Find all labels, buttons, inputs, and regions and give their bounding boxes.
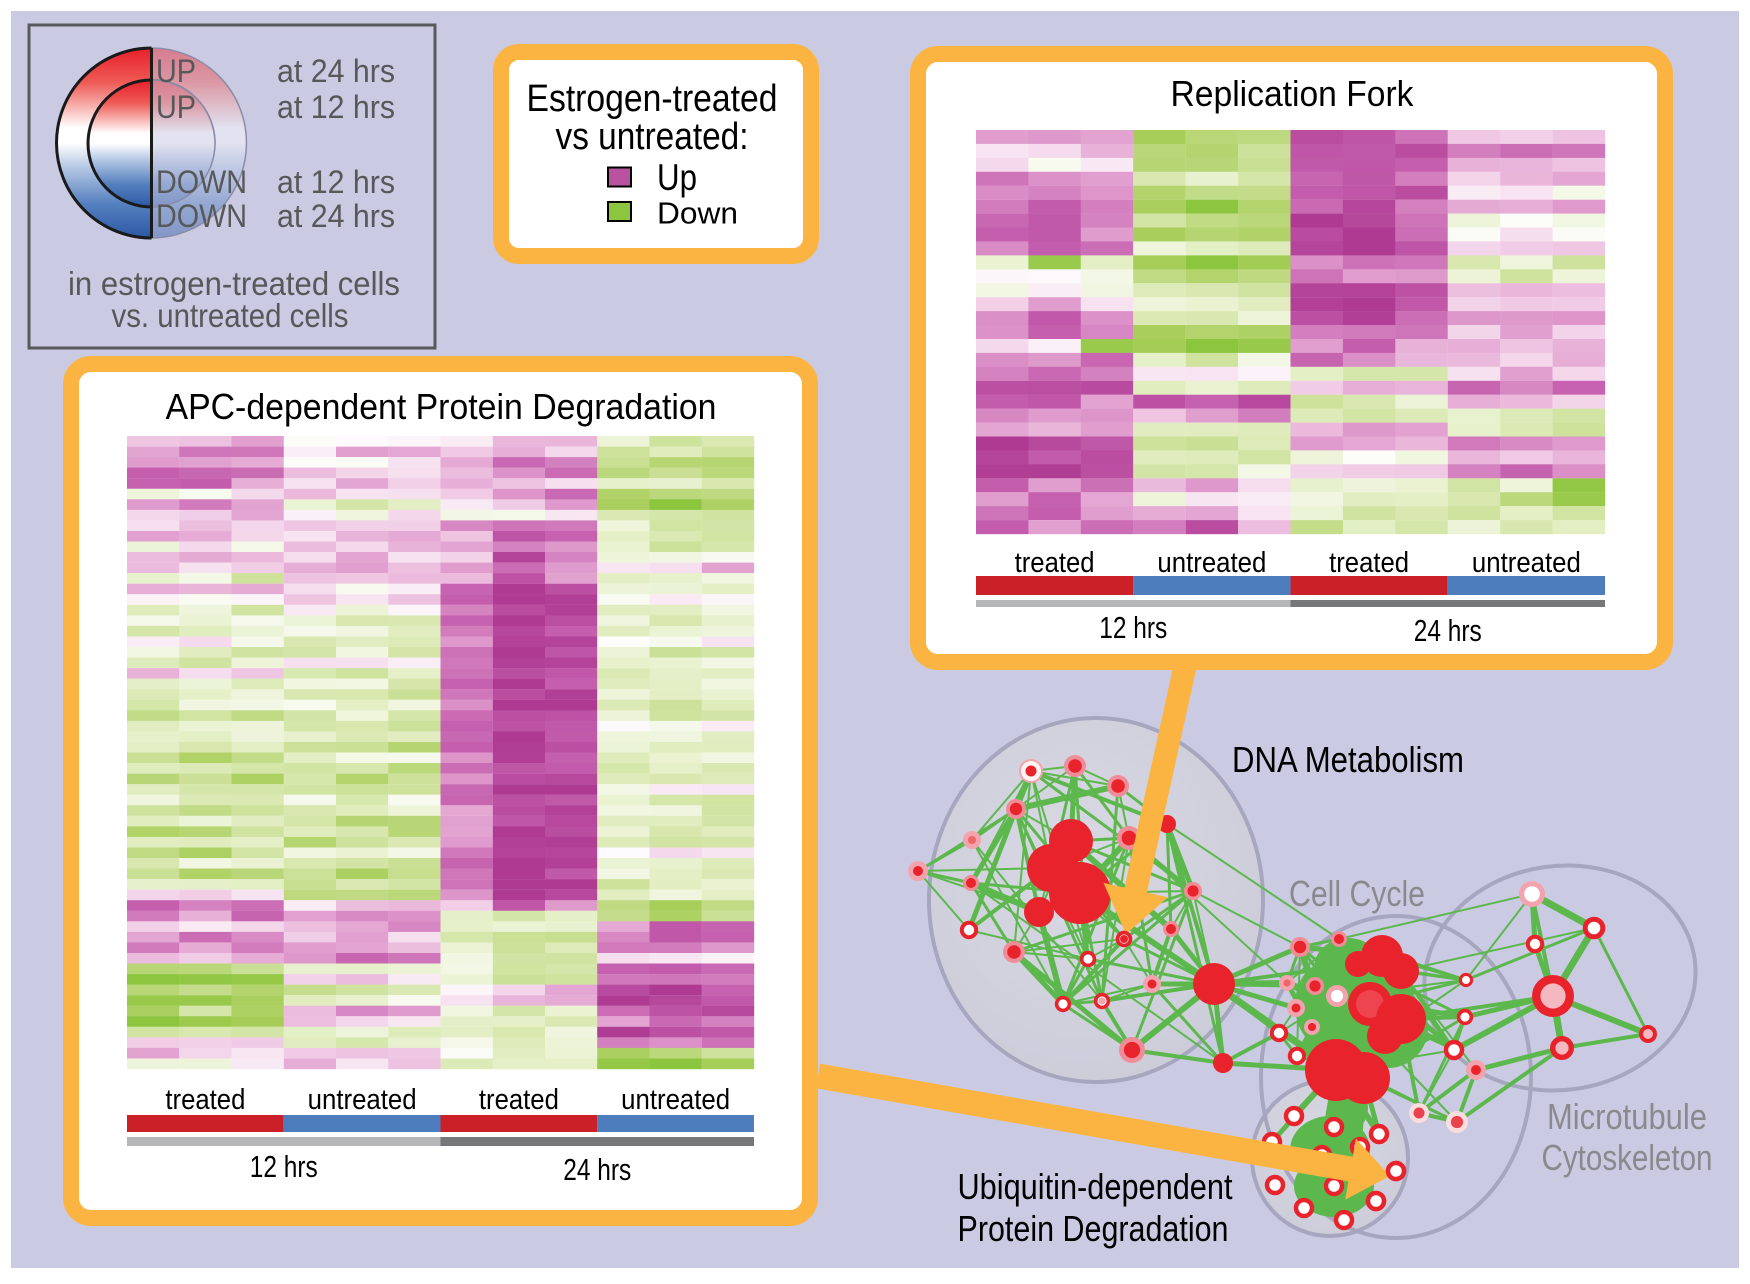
svg-text:treated: treated: [1015, 547, 1095, 579]
svg-text:vs untreated:: vs untreated:: [556, 116, 749, 158]
svg-text:Cytoskeleton: Cytoskeleton: [1542, 1137, 1713, 1178]
svg-text:vs. untreated cells: vs. untreated cells: [112, 297, 349, 334]
svg-text:UP: UP: [156, 53, 196, 89]
svg-text:at 24 hrs: at 24 hrs: [277, 198, 395, 234]
svg-text:24 hrs: 24 hrs: [563, 1152, 631, 1187]
svg-text:untreated: untreated: [308, 1084, 417, 1116]
svg-text:Down: Down: [657, 196, 738, 231]
svg-text:UP: UP: [156, 89, 196, 125]
svg-text:in estrogen-treated cells: in estrogen-treated cells: [68, 265, 400, 302]
svg-text:Replication Fork: Replication Fork: [1171, 73, 1415, 114]
svg-text:treated: treated: [165, 1084, 245, 1116]
svg-text:untreated: untreated: [1157, 547, 1266, 579]
svg-text:at 24 hrs: at 24 hrs: [277, 53, 395, 89]
svg-text:Ubiquitin-dependent: Ubiquitin-dependent: [958, 1166, 1233, 1207]
svg-text:Estrogen-treated: Estrogen-treated: [527, 78, 778, 120]
svg-text:12 hrs: 12 hrs: [1099, 610, 1167, 645]
svg-text:Protein Degradation: Protein Degradation: [958, 1208, 1229, 1249]
svg-text:Microtubule: Microtubule: [1547, 1096, 1707, 1137]
svg-text:APC-dependent Protein Degradat: APC-dependent Protein Degradation: [166, 386, 717, 427]
svg-text:Cell Cycle: Cell Cycle: [1289, 873, 1425, 914]
svg-text:untreated: untreated: [621, 1084, 730, 1116]
svg-text:12 hrs: 12 hrs: [250, 1149, 318, 1184]
svg-text:24 hrs: 24 hrs: [1414, 613, 1482, 648]
svg-text:Up: Up: [657, 157, 697, 198]
svg-text:untreated: untreated: [1472, 547, 1581, 579]
svg-text:DOWN: DOWN: [156, 164, 247, 200]
svg-text:at 12 hrs: at 12 hrs: [277, 164, 395, 200]
svg-text:DNA Metabolism: DNA Metabolism: [1232, 739, 1464, 780]
svg-text:treated: treated: [479, 1084, 559, 1116]
svg-text:DOWN: DOWN: [156, 198, 247, 234]
svg-text:treated: treated: [1329, 547, 1409, 579]
svg-text:at 12 hrs: at 12 hrs: [277, 89, 395, 125]
